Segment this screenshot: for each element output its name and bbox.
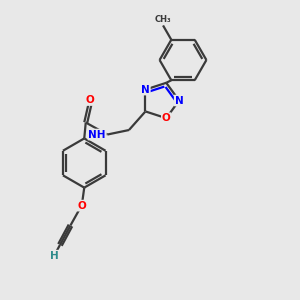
Text: O: O [86,95,94,105]
Text: O: O [77,201,86,211]
Text: NH: NH [88,130,106,140]
Text: O: O [162,113,171,123]
Text: N: N [175,95,184,106]
Text: CH₃: CH₃ [155,15,171,24]
Text: N: N [141,85,150,94]
Text: H: H [50,251,58,261]
